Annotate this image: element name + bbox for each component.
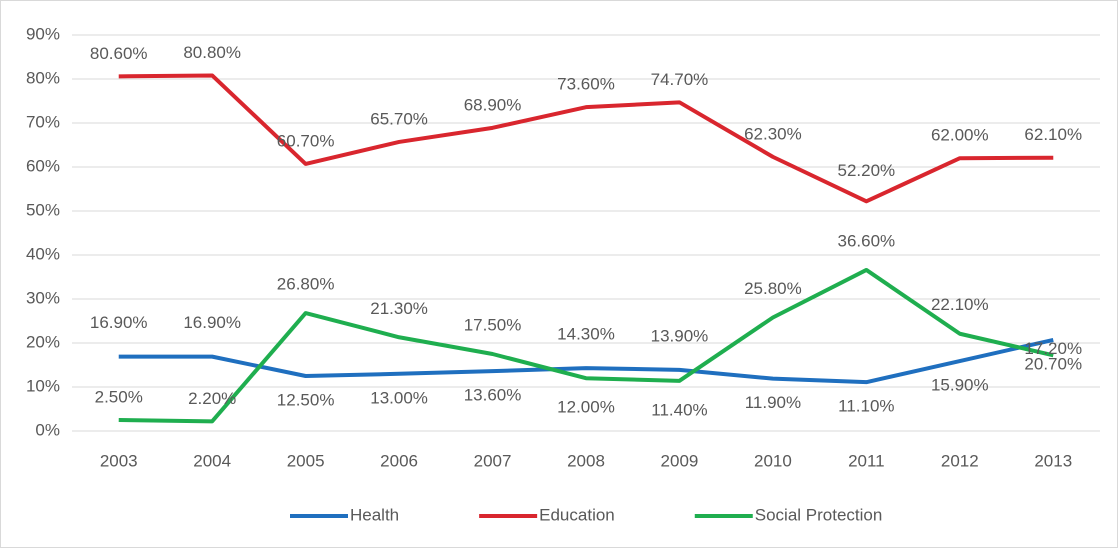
data-label: 25.80% [744,279,802,298]
data-label: 73.60% [557,75,615,94]
y-tick-label: 30% [26,288,60,307]
x-tick-label: 2005 [287,451,325,470]
y-tick-label: 10% [26,376,60,395]
legend-label: Health [350,505,399,524]
data-label: 15.90% [931,376,989,395]
data-label: 13.60% [464,386,522,405]
y-tick-label: 0% [35,420,60,439]
x-tick-label: 2012 [941,451,979,470]
legend-label: Education [539,505,615,524]
data-label: 60.70% [277,131,335,150]
y-tick-label: 40% [26,244,60,263]
x-tick-label: 2007 [474,451,512,470]
x-tick-label: 2009 [661,451,699,470]
y-tick-label: 60% [26,156,60,175]
data-label: 62.10% [1024,125,1082,144]
data-label: 80.60% [90,44,148,63]
y-tick-label: 20% [26,332,60,351]
data-label: 16.90% [183,313,241,332]
data-label: 12.00% [557,398,615,417]
y-tick-label: 70% [26,112,60,131]
x-tick-label: 2004 [193,451,231,470]
data-label: 17.20% [1024,339,1082,358]
line-series [118,73,1054,204]
data-label: 62.00% [931,126,989,145]
data-label: 36.60% [838,231,896,250]
data-label: 14.30% [557,325,615,344]
data-label: 68.90% [464,95,522,114]
data-label: 11.90% [745,393,801,412]
data-label: 17.50% [464,315,522,334]
data-label: 11.40% [651,400,707,419]
x-tick-label: 2006 [380,451,418,470]
data-label: 80.80% [183,43,241,62]
x-tick-label: 2010 [754,451,792,470]
data-label: 65.70% [370,109,428,128]
data-label: 16.90% [90,313,148,332]
data-label: 22.10% [931,295,989,314]
data-label: 52.20% [838,161,896,180]
data-label: 20.70% [1024,354,1082,373]
data-label: 13.00% [370,388,428,407]
x-tick-label: 2013 [1034,451,1072,470]
data-label: 12.50% [277,390,335,409]
data-label: 13.90% [651,326,709,345]
line-series [118,337,1054,385]
legend-label: Social Protection [755,505,883,524]
line-series [118,267,1054,424]
data-label: 2.50% [95,387,143,406]
x-tick-label: 2003 [100,451,138,470]
x-tick-label: 2011 [848,451,885,470]
data-label: 62.30% [744,124,802,143]
data-label: 2.20% [188,389,236,408]
data-label: 21.30% [370,299,428,318]
y-tick-label: 80% [26,68,60,87]
y-tick-label: 50% [26,200,60,219]
y-tick-label: 90% [26,24,60,43]
data-label: 11.10% [838,397,894,416]
x-tick-label: 2008 [567,451,605,470]
data-label: 74.70% [651,70,709,89]
data-label: 26.80% [277,275,335,294]
